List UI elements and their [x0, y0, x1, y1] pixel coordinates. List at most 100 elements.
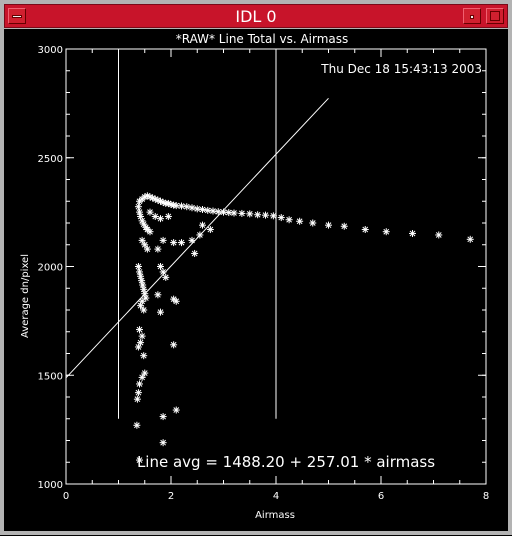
data-point [162, 273, 170, 281]
x-tick-label: 0 [63, 491, 69, 502]
x-tick-label: 6 [378, 491, 384, 502]
tick-marks [65, 48, 487, 485]
data-point [382, 228, 390, 236]
data-point [154, 245, 162, 253]
fit-line-group [65, 97, 329, 379]
data-point [254, 211, 262, 219]
data-point [178, 202, 185, 210]
y-tick-label: 2000 [38, 263, 63, 274]
chart-title: *RAW* Line Total vs. Airmass [176, 32, 349, 46]
data-point [204, 206, 212, 214]
data-point [238, 209, 246, 217]
x-tick-label: 4 [273, 491, 279, 502]
data-points [133, 192, 474, 464]
data-point [140, 306, 148, 314]
x-tick-label: 2 [168, 491, 174, 502]
data-point [134, 263, 142, 270]
maximize-button[interactable] [486, 8, 504, 24]
data-point [466, 235, 474, 243]
y-axis-label: Average dn/pixel [20, 254, 31, 338]
data-point [141, 290, 149, 298]
data-point [325, 221, 332, 229]
data-point [136, 208, 143, 216]
scatter-chart: *RAW* Line Total vs. Airmass Thu Dec 18 … [20, 32, 490, 521]
data-point [133, 421, 141, 429]
data-point [435, 231, 443, 239]
data-point [136, 268, 143, 276]
data-point [361, 226, 369, 234]
data-point [134, 343, 142, 351]
data-point [206, 226, 214, 234]
data-point [140, 285, 148, 293]
vertical-reference-lines [118, 51, 277, 419]
menu-bar-icon [12, 15, 22, 18]
tick-labels: 0 2 4 6 8 1000 1500 2000 2500 3000 [38, 45, 490, 502]
data-point [188, 204, 196, 212]
data-point [277, 214, 285, 222]
title-bar[interactable]: IDL 0 [4, 4, 508, 28]
data-point [138, 277, 146, 285]
minimize-button[interactable] [463, 8, 481, 24]
fit-equation-label: Line avg = 1488.20 + 257.01 * airmass [137, 453, 435, 471]
plot-canvas: *RAW* Line Total vs. Airmass Thu Dec 18 … [4, 29, 508, 531]
data-point [409, 229, 416, 237]
data-point [134, 389, 142, 397]
data-point [157, 308, 164, 316]
data-point [230, 209, 238, 217]
data-point [246, 210, 254, 218]
data-point [214, 208, 222, 216]
data-point [137, 272, 145, 280]
data-point [199, 221, 206, 229]
data-point [133, 395, 141, 403]
data-point [138, 332, 146, 340]
data-point [136, 326, 143, 334]
x-tick-label: 8 [483, 491, 489, 502]
data-point [296, 217, 304, 225]
y-tick-label: 2500 [38, 154, 63, 165]
data-point [136, 380, 143, 388]
data-point [340, 222, 348, 230]
data-point [262, 211, 269, 219]
maximize-icon [490, 11, 500, 21]
data-point [138, 217, 146, 225]
data-point [285, 216, 293, 224]
data-point [269, 212, 277, 220]
data-point [157, 263, 164, 270]
data-point [159, 268, 167, 276]
data-point [151, 212, 159, 220]
data-point [138, 373, 146, 381]
data-point [188, 236, 196, 244]
fit-line [65, 97, 329, 379]
minimize-icon [470, 15, 474, 19]
window-title: IDL 0 [235, 7, 277, 26]
data-point [170, 341, 178, 349]
data-point [154, 291, 162, 299]
data-point [170, 239, 178, 247]
data-point [183, 203, 191, 211]
data-point [134, 203, 142, 211]
data-point [199, 206, 206, 214]
data-point [159, 236, 167, 244]
data-point [191, 249, 199, 257]
data-point [178, 239, 185, 247]
window-menu-button[interactable] [8, 8, 26, 24]
data-point [196, 231, 204, 239]
x-axis-label: Airmass [255, 510, 295, 521]
data-point [136, 456, 143, 464]
data-point [172, 297, 180, 305]
data-point [193, 205, 201, 213]
data-point [140, 352, 148, 360]
chart-timestamp: Thu Dec 18 15:43:13 2003 [320, 62, 482, 76]
data-point [143, 245, 151, 253]
data-point [172, 406, 180, 414]
data-point [138, 236, 146, 244]
data-point [157, 215, 164, 223]
y-tick-label: 3000 [38, 45, 63, 56]
data-point [139, 281, 147, 289]
data-point [164, 212, 172, 220]
data-point [146, 228, 154, 236]
y-tick-label: 1500 [38, 371, 63, 382]
y-tick-label: 1000 [38, 480, 63, 491]
data-point [146, 208, 154, 216]
